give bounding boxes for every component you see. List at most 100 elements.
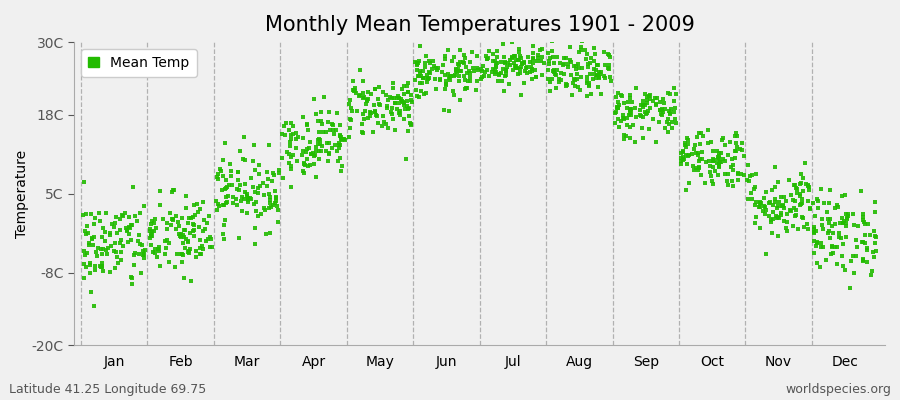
Point [264,204,278,210]
Point [263,230,277,236]
Point [658,125,672,131]
Point [286,123,301,130]
Point [338,136,352,142]
Point [533,47,547,53]
Point [557,55,572,61]
Point [344,104,358,111]
Point [816,200,831,206]
Point [291,158,305,164]
Point [824,223,839,230]
Point [623,110,637,116]
Point [99,247,113,253]
Point [770,215,784,222]
Point [82,240,96,246]
Point [544,38,559,45]
Point [770,233,785,239]
Point [401,128,416,134]
Point [803,206,817,212]
Point [461,78,475,84]
Point [740,177,754,184]
Point [447,73,462,79]
Point [498,73,512,79]
Point [602,51,616,58]
Point [311,137,326,144]
Point [614,92,628,99]
Point [98,238,112,244]
Point [256,180,271,186]
Point [548,71,562,77]
Point [266,202,281,208]
Point [410,60,424,66]
Point [589,75,603,81]
Point [178,227,193,233]
Point [113,227,128,234]
Point [284,165,299,172]
Point [591,72,606,78]
Point [526,54,541,61]
Point [88,267,103,273]
Point [662,121,677,128]
Point [843,285,858,292]
Point [433,76,447,82]
Point [779,219,794,225]
Point [562,44,577,51]
Point [656,108,670,115]
Point [232,187,247,193]
Point [655,106,670,112]
Point [76,212,90,218]
Point [388,100,402,106]
Point [573,74,588,80]
Point [508,63,523,69]
Point [289,130,303,136]
Point [216,157,230,163]
Point [382,94,397,100]
Point [515,59,529,66]
Point [94,234,109,241]
Point [568,77,582,83]
Point [770,213,784,220]
Point [691,150,706,156]
Point [314,143,328,150]
Point [616,93,630,99]
Point [158,238,172,244]
Point [108,214,122,220]
Point [512,46,526,52]
Point [128,250,142,257]
Point [487,58,501,64]
Point [582,83,597,89]
Point [394,96,409,102]
Point [283,139,297,145]
Point [386,115,400,122]
Point [328,142,342,148]
Point [519,64,534,71]
Point [500,60,515,66]
Point [172,222,186,229]
Point [841,213,855,220]
Point [373,102,387,108]
Point [777,194,791,200]
Point [315,128,329,135]
Point [204,244,219,250]
Point [730,133,744,140]
Point [311,129,326,135]
Point [395,86,410,92]
Point [662,110,677,116]
Point [356,95,370,101]
Point [680,136,695,143]
Point [109,249,123,255]
Point [668,105,682,112]
Point [420,79,435,85]
Point [697,133,711,139]
Point [296,160,310,166]
Point [387,126,401,133]
Point [238,180,252,187]
Point [454,68,468,75]
Point [637,102,652,108]
Point [235,194,249,200]
Point [530,58,544,65]
Point [544,48,559,55]
Point [734,171,748,177]
Point [692,130,706,136]
Point [712,160,726,167]
Point [801,181,815,188]
